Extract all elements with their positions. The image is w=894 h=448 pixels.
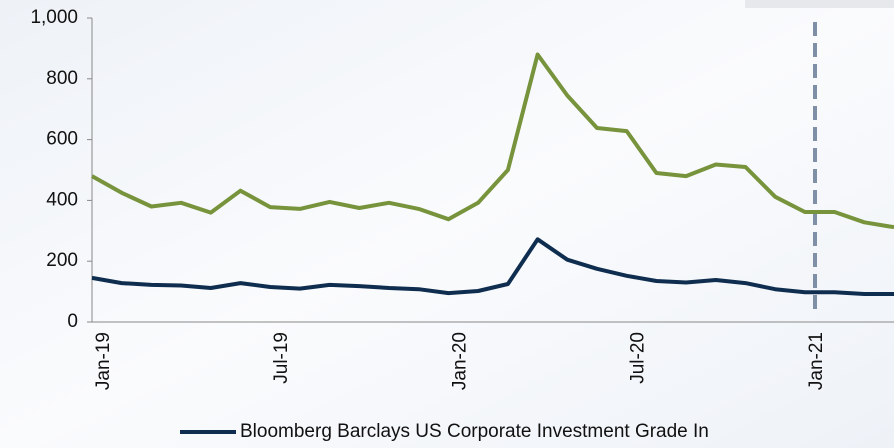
legend-label: Bloomberg Barclays US Corporate Investme… (240, 421, 709, 442)
x-tick-label: Jan-21 (806, 332, 827, 390)
y-tick-label: 1,000 (30, 7, 78, 28)
y-tick-label: 600 (46, 129, 78, 150)
y-tick-label: 800 (46, 68, 78, 89)
x-tick-label: Jul-19 (271, 332, 292, 384)
x-tick-label: Jan-19 (93, 332, 114, 390)
series-line (91, 52, 894, 230)
y-tick-label: 0 (67, 311, 78, 332)
x-tick-label: Jul-20 (628, 332, 649, 384)
x-tick-label: Jan-20 (449, 332, 470, 390)
y-tick-label: 200 (46, 250, 78, 271)
corner-box (745, 0, 894, 8)
series-line (91, 237, 894, 296)
y-tick-label: 400 (46, 189, 78, 210)
